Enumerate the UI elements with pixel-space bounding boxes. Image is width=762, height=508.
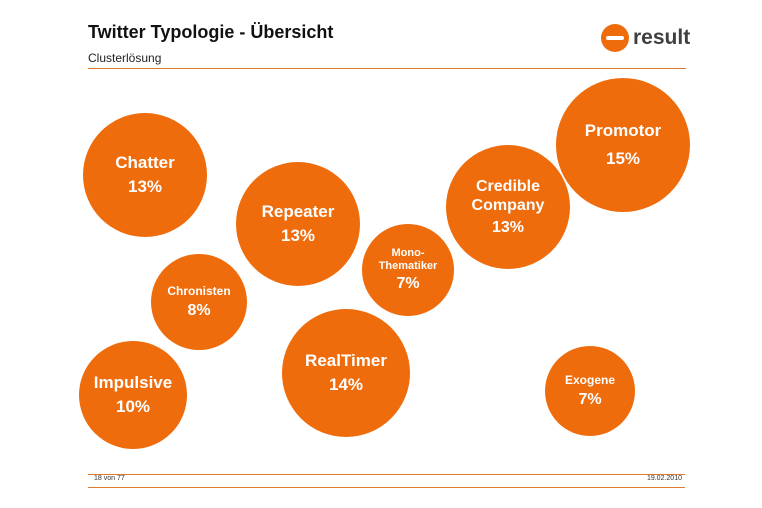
- bubble-exogene: Exogene 7%: [545, 346, 635, 436]
- bubble-label: Chatter: [115, 152, 175, 172]
- bubble-label: Mono- Thematiker: [378, 246, 438, 272]
- footer-date: 19.02.2010: [646, 475, 682, 482]
- page-number: 18 von 77: [94, 475, 125, 482]
- result-logo: result: [601, 22, 701, 54]
- bubble-label: Impulsive: [93, 372, 173, 392]
- bubble-chronisten: Chronisten 8%: [151, 254, 247, 350]
- bubble-percent: 8%: [187, 302, 211, 320]
- bubble-credible-company: Credible Company 13%: [446, 145, 570, 269]
- bubble-label: Chronisten: [167, 283, 231, 298]
- bubble-percent: 13%: [491, 219, 525, 237]
- result-logo-icon: [601, 24, 629, 52]
- bubble-chatter: Chatter 13%: [83, 113, 207, 237]
- bubble-label: Exogene: [564, 372, 615, 387]
- bubble-label: RealTimer: [305, 350, 387, 370]
- bubble-percent: 15%: [605, 149, 641, 169]
- page-subtitle: Clusterlösung: [88, 51, 162, 65]
- bubble-realtimer: RealTimer 14%: [282, 309, 410, 437]
- bubble-promotor: Promotor 15%: [556, 78, 690, 212]
- footer-bar: [88, 474, 685, 488]
- bubble-percent: 14%: [328, 375, 364, 395]
- bubble-impulsive: Impulsive 10%: [79, 341, 187, 449]
- page-title: Twitter Typologie - Übersicht: [88, 22, 334, 42]
- bubble-percent: 7%: [396, 275, 420, 293]
- bubble-label: Promotor: [584, 120, 662, 140]
- bubble-repeater: Repeater 13%: [236, 162, 360, 286]
- bubble-percent: 10%: [115, 397, 151, 417]
- bubble-percent: 13%: [127, 177, 163, 197]
- result-logo-text: result: [633, 26, 691, 49]
- bubble-percent: 13%: [280, 226, 316, 246]
- bubble-mono-thematiker: Mono- Thematiker 7%: [362, 224, 454, 316]
- bubble-percent: 7%: [578, 391, 602, 409]
- header-divider: [88, 68, 686, 69]
- bubble-label: Credible Company: [471, 177, 545, 214]
- bubble-label: Repeater: [261, 201, 335, 221]
